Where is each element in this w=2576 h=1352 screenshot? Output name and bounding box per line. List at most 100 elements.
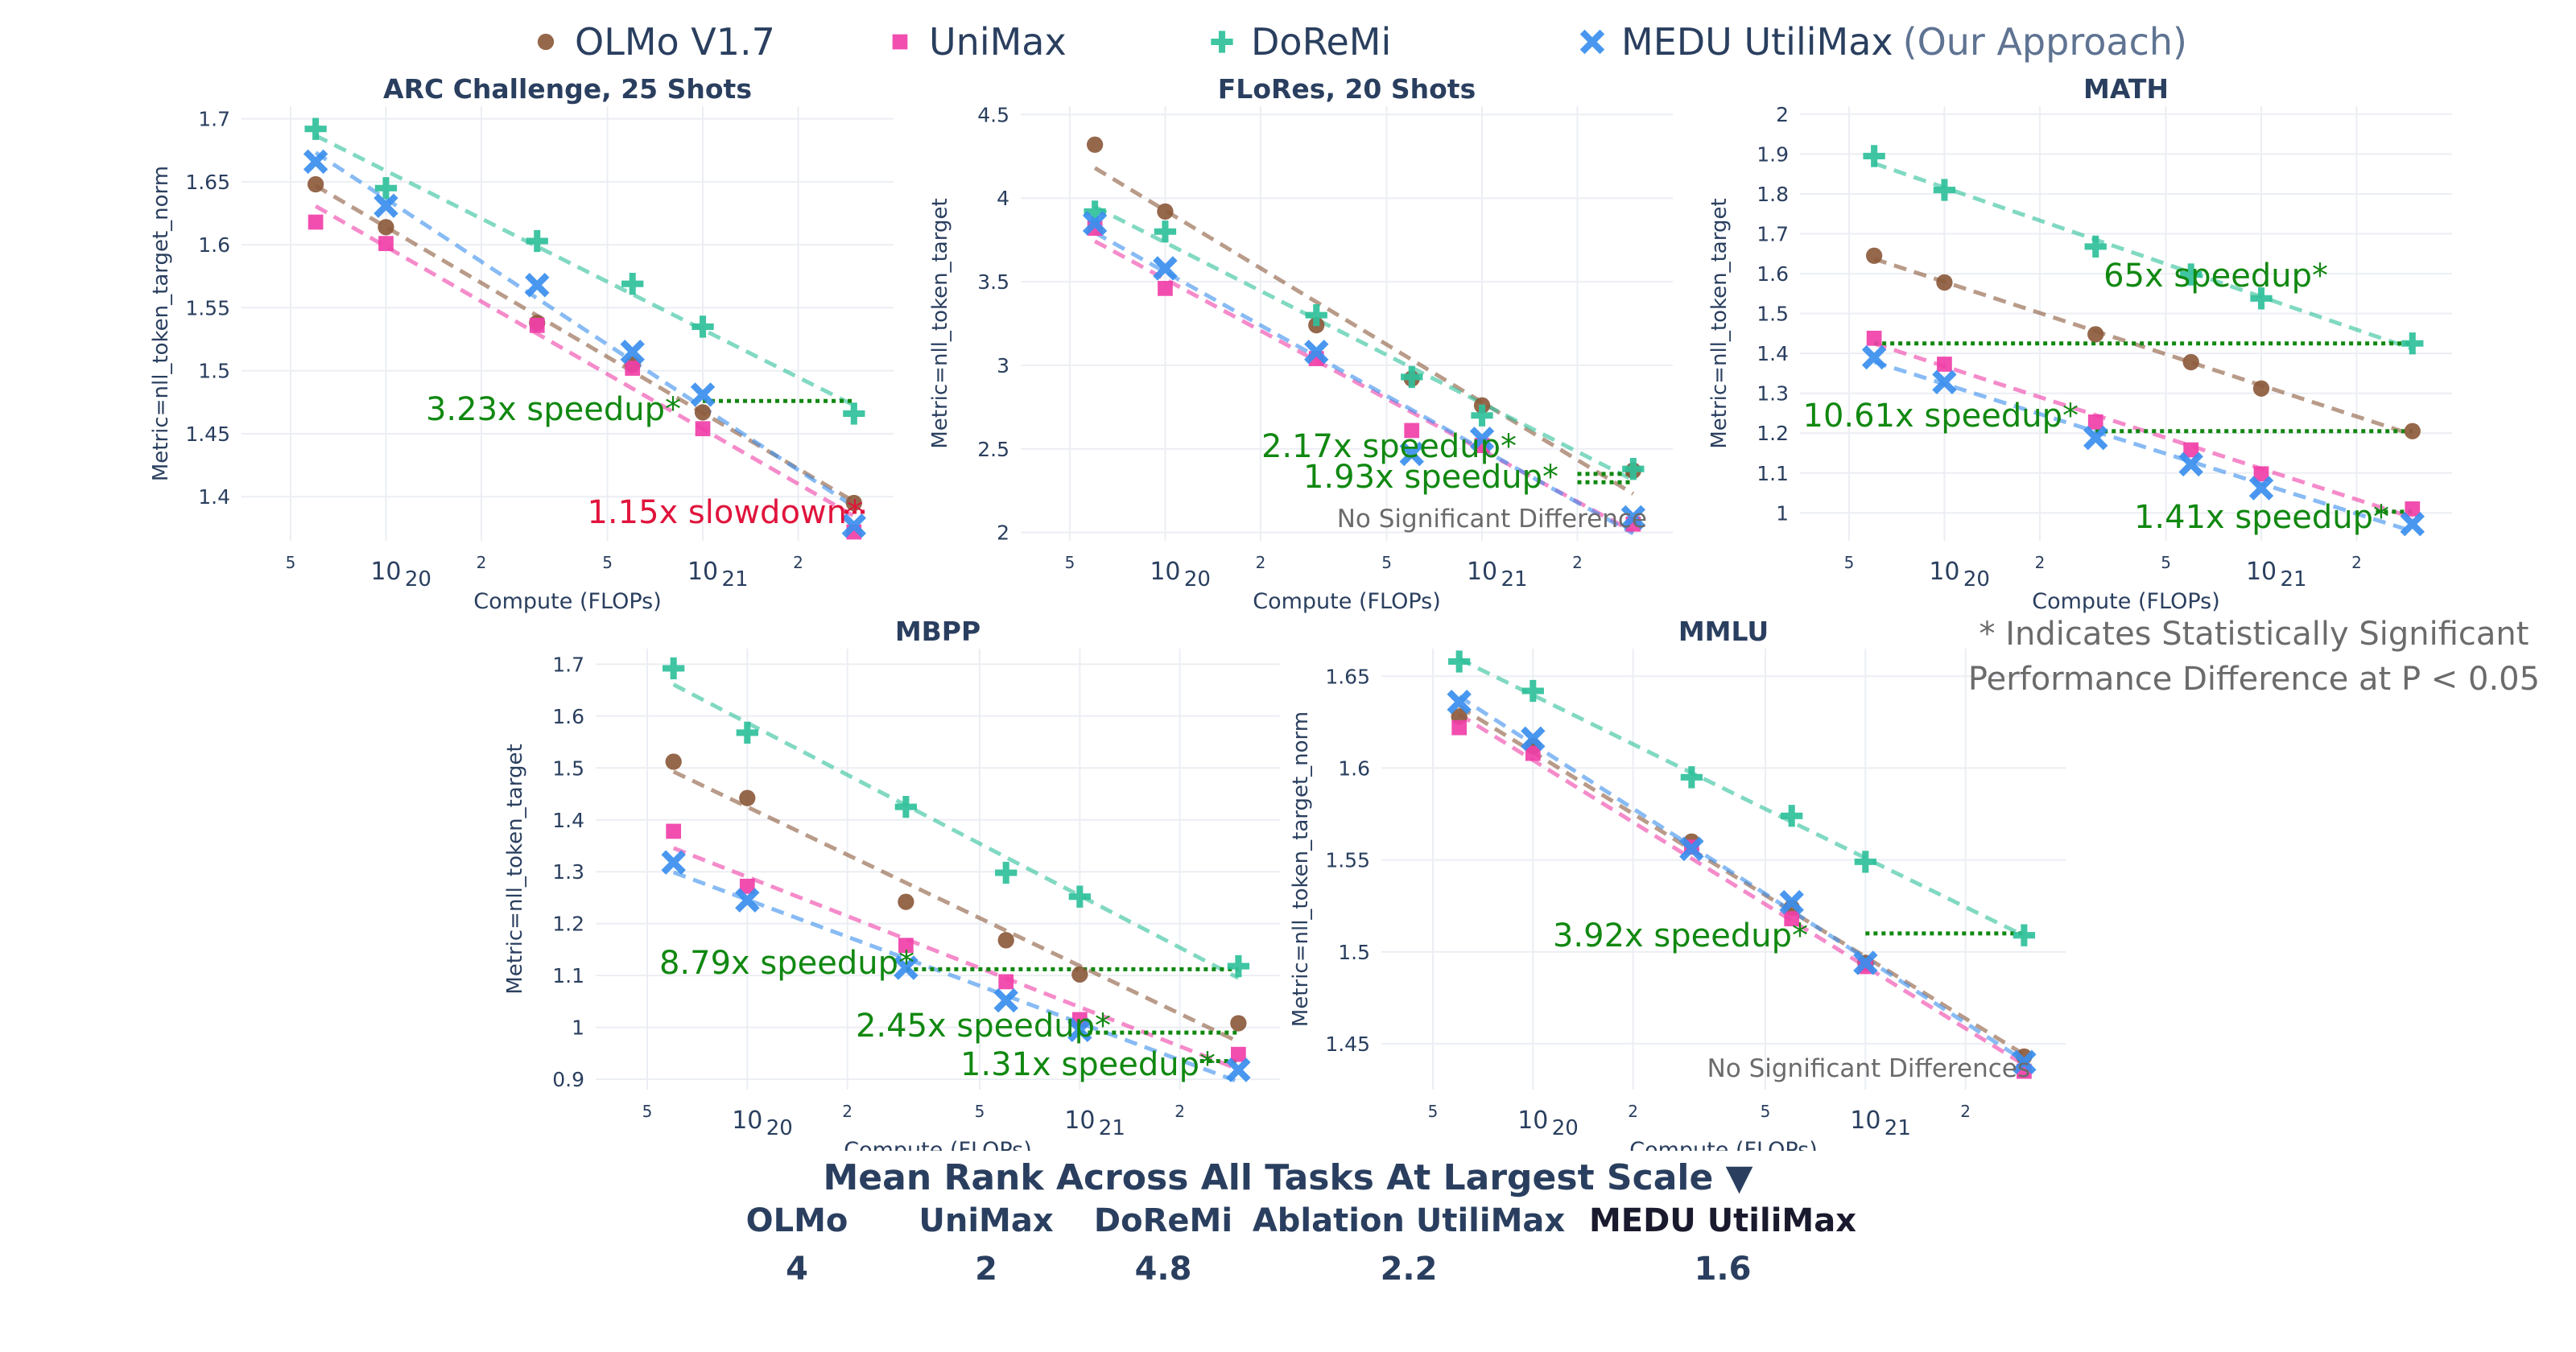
data-point <box>1865 247 1883 264</box>
data-point <box>1157 203 1174 220</box>
y-tick-label: 1.2 <box>552 913 584 936</box>
y-axis-label: Metric=nll_token_target_norm <box>149 166 173 481</box>
x-tick-label: 10 <box>1064 1107 1095 1135</box>
y-tick-label: 3 <box>997 354 1009 377</box>
y-tick-label: 1.2 <box>1757 422 1789 445</box>
x-tick-label: 5 <box>642 1102 653 1121</box>
legend-item[interactable]: UniMax <box>886 18 1067 66</box>
data-point <box>1622 458 1645 480</box>
data-point <box>1679 836 1704 862</box>
x-tick-exponent: 20 <box>1552 1116 1579 1140</box>
data-point <box>898 893 914 910</box>
rank-title: Mean Rank Across All Tasks At Largest Sc… <box>823 1157 1753 1198</box>
data-point <box>2182 353 2199 371</box>
gridlines <box>242 106 894 541</box>
data-point <box>735 888 760 913</box>
data-point <box>620 340 645 365</box>
x-tick-label: 10 <box>1150 558 1180 586</box>
x-tick-label: 2 <box>1256 553 1266 572</box>
trend-line <box>1873 257 2413 437</box>
y-tick-label: 1.4 <box>1757 342 1789 365</box>
trend-line <box>1873 161 2413 351</box>
trend-line <box>672 870 1240 1084</box>
data-point <box>666 823 682 839</box>
data-point <box>2178 451 2203 477</box>
data-point <box>1932 369 1957 395</box>
data-point <box>1226 1057 1251 1082</box>
x-tick-exponent: 21 <box>1885 1116 1911 1140</box>
speedup-label: 2.45x speedup* <box>856 1008 1111 1045</box>
y-tick-label: 4.5 <box>977 103 1009 126</box>
y-tick-label: 0.9 <box>552 1068 584 1091</box>
legend-item[interactable]: OLMo V1.7 <box>531 18 775 66</box>
data-point <box>2087 326 2104 343</box>
y-tick-label: 1.8 <box>1757 183 1789 206</box>
x-axis-label: Compute (FLOPs) <box>1253 589 1441 614</box>
y-axis-label: Metric=nll_token_target <box>1707 198 1732 448</box>
rank-column: OLMo 4 <box>636 1202 958 1288</box>
subplot-title: MATH <box>2083 73 2169 105</box>
x-tick-exponent: 21 <box>2280 567 2306 592</box>
y-tick-label: 2 <box>1776 103 1789 126</box>
data-point <box>1086 136 1104 153</box>
data-point <box>1521 726 1546 752</box>
data-point <box>1521 679 1544 703</box>
rank-method-name: OLMo <box>745 1202 848 1239</box>
data-point <box>1153 256 1178 281</box>
legend-label: OLMo V1.7 <box>575 20 775 64</box>
data-point <box>661 850 686 875</box>
x-tick-label: 10 <box>732 1107 762 1135</box>
data-point <box>2250 287 2273 310</box>
data-point <box>1781 805 1803 827</box>
y-tick-label: 2.5 <box>977 438 1009 461</box>
data-point <box>845 494 862 512</box>
x-tick-label: 2 <box>2035 553 2046 572</box>
y-tick-label: 1.7 <box>198 108 230 131</box>
trend-line <box>672 682 1240 980</box>
data-point <box>2405 501 2421 517</box>
x-tick-label: 10 <box>1467 558 1497 586</box>
x-tick-label: 5 <box>2161 553 2171 572</box>
data-point <box>378 236 394 251</box>
x-tick-label: 2 <box>793 553 803 572</box>
data-point <box>1158 281 1173 296</box>
data-point <box>1937 357 1952 372</box>
x-tick-label: 5 <box>1761 1102 1771 1121</box>
rank-column: DoReMi 4.8 <box>1002 1202 1324 1288</box>
x-tick-label: 10 <box>687 558 718 586</box>
data-point <box>307 175 324 193</box>
legend-item[interactable]: DoReMi <box>1208 18 1391 66</box>
data-point <box>2180 263 2202 286</box>
annotation-note: No Significant Difference <box>1337 505 1647 534</box>
subplot-title: ARC Challenge, 25 Shots <box>383 73 752 105</box>
x-tick-label: 10 <box>2246 558 2277 586</box>
trend-line <box>1093 230 1635 536</box>
data-point <box>894 795 918 818</box>
data-point <box>1067 1017 1092 1043</box>
data-point <box>894 955 919 980</box>
speedup-label: 10.61x speedup* <box>1803 398 2079 435</box>
data-point <box>2248 476 2274 501</box>
annotation-note: No Significant Differences <box>1707 1054 2030 1083</box>
data-point <box>1680 766 1703 789</box>
data-point <box>529 317 545 333</box>
y-tick-label: 1.3 <box>1757 382 1789 406</box>
x-axis-label: Compute (FLOPs) <box>2032 589 2220 614</box>
subplot: 11.11.21.31.41.51.61.71.81.925 10 202 5 10 21… <box>1707 73 2452 614</box>
y-tick-label: 1.7 <box>552 653 584 676</box>
data-point <box>1231 1046 1246 1062</box>
y-tick-label: 1.6 <box>552 705 584 728</box>
data-point <box>1784 911 1800 927</box>
x-axis-label: Compute (FLOPs) <box>844 1138 1032 1151</box>
y-tick-label: 1.55 <box>1325 849 1370 872</box>
data-point <box>2252 380 2270 397</box>
data-point <box>525 273 550 298</box>
speedup-label: 2.17x speedup* <box>1261 428 1517 465</box>
data-point <box>1154 221 1177 243</box>
data-point <box>1084 200 1106 223</box>
y-tick-label: 1.4 <box>198 485 230 509</box>
circle-icon <box>537 33 555 51</box>
data-point <box>1448 650 1471 673</box>
legend-item[interactable]: MEDU UtiliMax (Our Approach) <box>1578 18 2187 66</box>
